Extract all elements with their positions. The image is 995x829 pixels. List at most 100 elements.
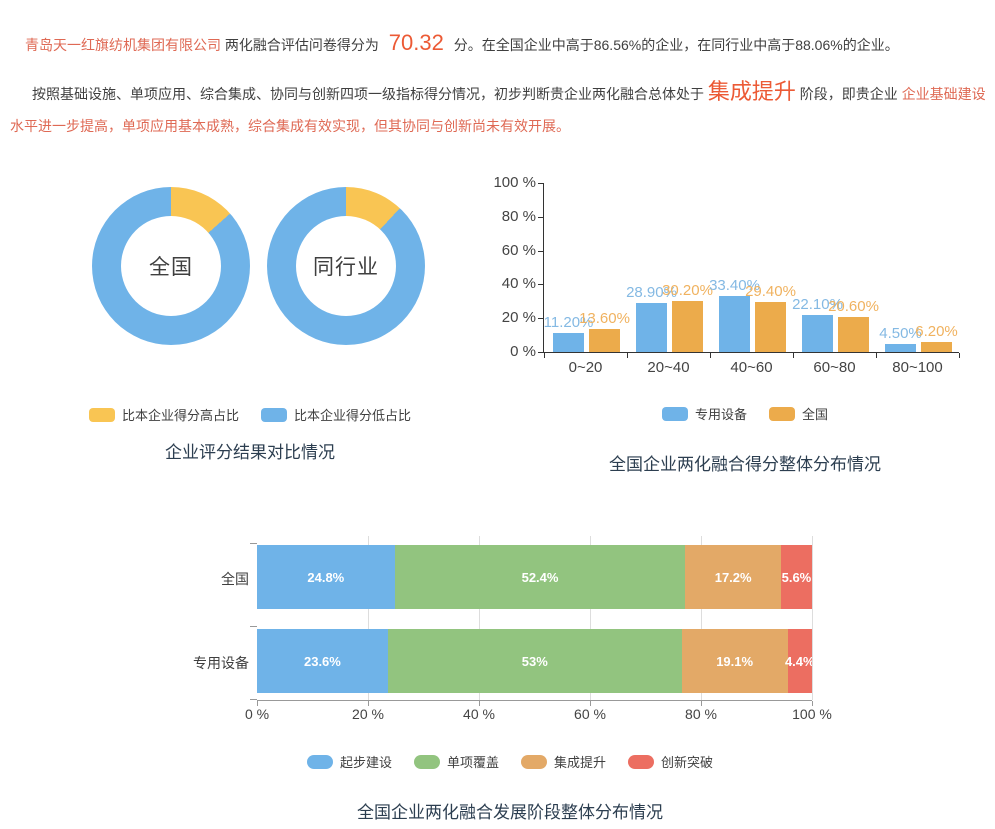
- x-axis-tick: [812, 701, 813, 706]
- bar-全国-80~100[interactable]: [921, 341, 952, 352]
- segment-value-label: 53%: [521, 653, 548, 669]
- x-axis-tick: [544, 353, 545, 358]
- x-axis-tick: [710, 353, 711, 358]
- segment-value-label: 23.6%: [303, 653, 341, 669]
- bar-value-label: 6.20%: [915, 322, 958, 340]
- legend-item-集成提升[interactable]: 集成提升: [521, 752, 606, 771]
- x-axis-category-label: 60~80: [813, 359, 856, 376]
- segment-起步建设-全国[interactable]: 24.8%: [257, 545, 395, 609]
- legend-label: 创新突破: [661, 755, 714, 770]
- y-axis-tick: [250, 699, 257, 700]
- bar-全国-0~20[interactable]: [589, 329, 620, 352]
- y-axis-tick: [538, 216, 544, 218]
- grid-line: [701, 536, 702, 700]
- x-axis-tick: [590, 701, 591, 706]
- industry-donut-center: 同行业: [296, 216, 396, 316]
- bar-专用设备-60~80[interactable]: [802, 314, 833, 352]
- bar-专用设备-20~40[interactable]: [636, 303, 667, 352]
- segment-单项覆盖-专用设备[interactable]: 53%: [387, 629, 682, 693]
- segment-集成提升-全国[interactable]: 17.2%: [685, 545, 781, 609]
- stacked-chart-title: 全国企业两化融合发展阶段整体分布情况: [357, 803, 663, 822]
- grid-line: [368, 536, 369, 700]
- x-axis-category-label: 80~100: [892, 359, 943, 376]
- stage-detail-text: 企业基础建设水平进一步提高，单项应用基本成熟，综合集成有效实现，但其协同与创新尚…: [10, 86, 986, 134]
- y-axis-tick-label: 60 %: [501, 241, 536, 259]
- bar-value-label: 22.10%: [792, 295, 843, 313]
- 单项覆盖-swatch-icon: [413, 754, 440, 769]
- legend-item-special-equipment[interactable]: 专用设备: [661, 404, 747, 423]
- segment-创新突破-全国[interactable]: 5.6%: [780, 545, 812, 609]
- bar-全国-60~80[interactable]: [838, 317, 869, 352]
- legend-item-national[interactable]: 全国: [769, 404, 828, 423]
- segment-单项覆盖-全国[interactable]: 52.4%: [394, 545, 686, 609]
- national-donut-label: 全国: [149, 256, 193, 279]
- y-axis-tick: [250, 626, 257, 627]
- score-distribution-plot-area[interactable]: 100 % 80 % 60 % 40 % 20 % 0 % 0~20 11.20% 13.60%…: [493, 174, 960, 376]
- y-axis-tick: [250, 543, 257, 544]
- bar-专用设备-80~100[interactable]: [885, 344, 916, 352]
- legend-item-lower-share[interactable]: 比本企业得分低占比: [261, 405, 411, 424]
- x-axis-tick-label: 20 %: [352, 706, 384, 722]
- segment-value-label: 17.2%: [714, 569, 752, 585]
- legend-label: 起步建设: [339, 755, 392, 770]
- bar-chart-title: 全国企业两化融合得分整体分布情况: [609, 455, 881, 474]
- bar-全国-40~60[interactable]: [755, 302, 786, 352]
- bar-value-label: 11.20%: [543, 314, 594, 332]
- segment-起步建设-专用设备[interactable]: 23.6%: [257, 629, 388, 693]
- bar-chart-legend: 专用设备 全国: [495, 404, 995, 423]
- y-axis-tick: [538, 250, 544, 252]
- special-equipment-swatch-icon: [661, 406, 688, 421]
- industry-donut-label: 同行业: [313, 256, 379, 279]
- national-label: 全国: [802, 407, 829, 422]
- legend-label: 单项覆盖: [446, 755, 499, 770]
- overall-score-value: 70.32: [388, 30, 444, 55]
- x-axis-tick: [257, 701, 258, 706]
- x-axis-category-label: 20~40: [647, 359, 690, 376]
- higher-share-swatch-icon: [88, 407, 115, 422]
- x-axis-tick-label: 80 %: [685, 706, 717, 722]
- lower-share-label: 比本企业得分低占比: [294, 408, 412, 423]
- y-axis-tick: [538, 352, 544, 353]
- national-donut-center: 全国: [121, 216, 221, 316]
- stage-intro-text: 按照基础设施、单项应用、综合集成、协同与创新四项一级指标得分情况，初步判断贵企业…: [32, 86, 704, 102]
- bar-专用设备-0~20[interactable]: [553, 333, 584, 352]
- segment-value-label: 24.8%: [307, 569, 345, 585]
- legend-item-单项覆盖[interactable]: 单项覆盖: [413, 752, 499, 771]
- bar-专用设备-40~60[interactable]: [719, 295, 750, 352]
- score-intro-text: 两化融合评估问卷得分为: [224, 37, 379, 53]
- score-summary-paragraph: 青岛天一红旗纺机集团有限公司 两化融合评估问卷得分为 70.32 分。在全国企业…: [25, 30, 985, 58]
- x-axis-tick-label: 0 %: [244, 706, 270, 722]
- higher-share-label: 比本企业得分高占比: [121, 408, 239, 423]
- donut-chart-title: 企业评分结果对比情况: [165, 443, 335, 462]
- legend-item-higher-share[interactable]: 比本企业得分高占比: [88, 405, 239, 424]
- bar-value-label: 20.60%: [828, 298, 879, 316]
- 起步建设-swatch-icon: [306, 754, 333, 769]
- stage-distribution-plot-area[interactable]: 0 % 20 % 40 % 60 % 80 % 100 % 24.8% 52.4% 17.2% 5…: [193, 536, 832, 722]
- 创新突破-swatch-icon: [628, 754, 655, 769]
- stage-distribution-chart: 0 % 20 % 40 % 60 % 80 % 100 % 24.8% 52.4% 17.2% 5…: [180, 530, 840, 825]
- grid-line: [479, 536, 480, 700]
- grid-line: [590, 536, 591, 700]
- segment-创新突破-专用设备[interactable]: 4.4%: [785, 629, 812, 693]
- x-axis-tick: [479, 701, 480, 706]
- x-axis-tick-label: 40 %: [463, 706, 495, 722]
- y-axis-tick-label: 20 %: [501, 309, 536, 327]
- x-axis-tick: [793, 353, 794, 358]
- score-distribution-chart: 100 % 80 % 60 % 40 % 20 % 0 % 0~20 11.20% 13.60%…: [493, 174, 995, 475]
- bar-全国-20~40[interactable]: [672, 300, 703, 352]
- stacked-row-全国: 24.8% 52.4% 17.2% 5.6%: [257, 545, 812, 609]
- stage-mid-text: 阶段，即贵企业: [799, 86, 898, 102]
- bar-value-label: 28.90%: [626, 284, 677, 302]
- donut-legend: 比本企业得分高占比 比本企业得分低占比: [50, 405, 450, 424]
- legend-item-创新突破[interactable]: 创新突破: [628, 752, 713, 771]
- national-donut-chart[interactable]: 全国: [92, 187, 250, 345]
- stage-summary-paragraph: 按照基础设施、单项应用、综合集成、协同与创新四项一级指标得分情况，初步判断贵企业…: [10, 76, 988, 142]
- stacked-row-专用设备: 23.6% 53% 19.1% 4.4%: [257, 629, 812, 693]
- industry-donut-chart[interactable]: 同行业: [267, 187, 425, 345]
- x-axis-tick: [701, 701, 702, 706]
- x-axis-tick: [959, 353, 960, 358]
- legend-item-起步建设[interactable]: 起步建设: [306, 752, 392, 771]
- segment-集成提升-专用设备[interactable]: 19.1%: [681, 629, 788, 693]
- x-axis-tick-label: 100 %: [792, 706, 832, 722]
